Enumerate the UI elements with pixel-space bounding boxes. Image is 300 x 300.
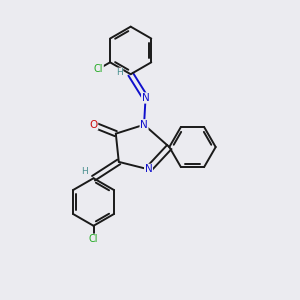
Text: Cl: Cl: [94, 64, 103, 74]
Text: N: N: [142, 93, 149, 103]
Text: N: N: [145, 164, 152, 174]
Text: Cl: Cl: [89, 234, 98, 244]
Text: N: N: [140, 120, 148, 130]
Text: H: H: [116, 68, 123, 77]
Text: H: H: [81, 167, 87, 176]
Text: O: O: [89, 120, 98, 130]
